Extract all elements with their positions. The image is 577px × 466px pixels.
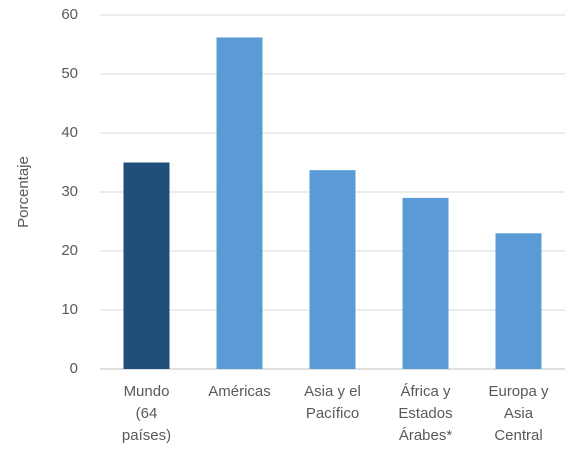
x-tick-label: Mundo bbox=[124, 383, 170, 400]
x-tick-label: Central bbox=[494, 427, 542, 444]
y-tick-label: 20 bbox=[61, 242, 78, 259]
x-tick-label: (64 bbox=[136, 405, 158, 422]
x-tick-label: Estados bbox=[398, 405, 452, 422]
x-tick-label: Asia y el bbox=[304, 383, 361, 400]
x-tick-label: países) bbox=[122, 427, 171, 444]
y-tick-label: 40 bbox=[61, 124, 78, 141]
y-tick-label: 60 bbox=[61, 6, 78, 23]
bar bbox=[402, 197, 449, 369]
x-tick-label: Europa y bbox=[488, 383, 549, 400]
x-tick-label: Árabes* bbox=[399, 427, 453, 444]
y-axis-label: Porcentaje bbox=[15, 156, 32, 228]
x-tick-label: África y bbox=[400, 383, 451, 400]
y-tick-label: 0 bbox=[70, 360, 78, 377]
bar bbox=[495, 233, 542, 369]
bar bbox=[123, 162, 170, 369]
x-tick-label: Américas bbox=[208, 383, 271, 400]
bar bbox=[309, 170, 356, 369]
x-tick-label: Pacífico bbox=[306, 405, 359, 422]
y-tick-label: 30 bbox=[61, 183, 78, 200]
y-tick-label: 10 bbox=[61, 301, 78, 318]
y-tick-label: 50 bbox=[61, 65, 78, 82]
bar bbox=[216, 37, 263, 370]
x-tick-label: Asia bbox=[504, 405, 534, 422]
